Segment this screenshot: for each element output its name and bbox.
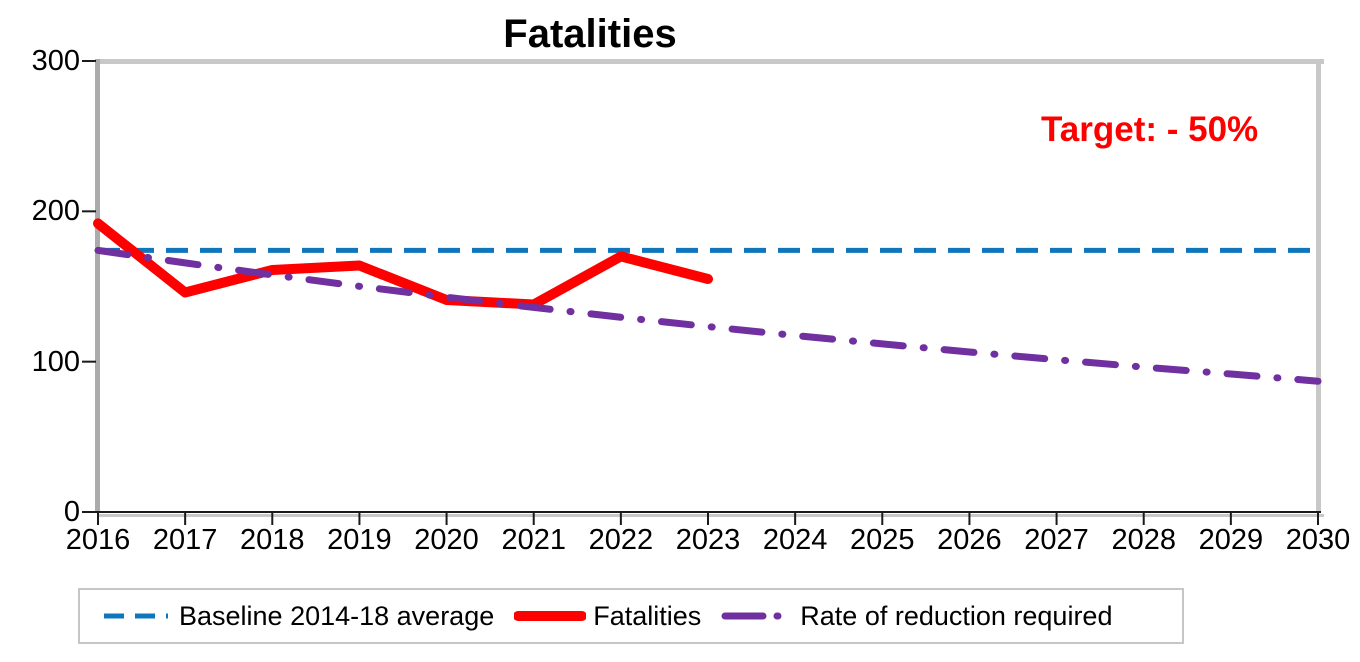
target-annotation: Target: - 50% <box>1041 110 1259 149</box>
fatalities-series-line <box>93 218 713 310</box>
x-axis-label: 2019 <box>327 524 392 556</box>
x-axis-label: 2022 <box>588 524 654 556</box>
x-axis-shadow <box>98 514 1324 517</box>
legend-item-baseline: Baseline 2014-18 average <box>100 601 494 632</box>
legend: Baseline 2014-18 average Fatalities Rate o… <box>78 588 1184 644</box>
legend-item-rate-of-reduction: Rate of reduction required <box>721 601 1112 632</box>
x-axis-label: 2026 <box>937 524 1002 556</box>
legend-label: Rate of reduction required <box>800 600 1113 631</box>
plot-border-right <box>1316 59 1321 512</box>
y-axis-label: 0 <box>63 496 80 528</box>
rate-of-reduction-series-line <box>94 246 1322 385</box>
x-axis-label: 2016 <box>65 524 131 556</box>
x-axis-label: 2018 <box>240 524 305 556</box>
x-axis-label: 2028 <box>1111 524 1176 556</box>
y-axis-label: 300 <box>31 45 80 77</box>
y-axis-label: 100 <box>31 345 80 378</box>
legend-swatch-baseline <box>104 613 168 619</box>
legend-label: Fatalities <box>593 600 702 631</box>
plot-border-top <box>95 59 1324 64</box>
legend-item-fatalities: Fatalities <box>514 601 701 632</box>
chart-title: Fatalities <box>503 12 677 56</box>
legend-swatch-rate-of-reduction <box>721 612 793 620</box>
y-axis-line <box>95 59 100 512</box>
x-axis-label: 2017 <box>152 524 218 556</box>
x-axis-label: 2027 <box>1024 524 1089 556</box>
x-axis-label: 2021 <box>501 524 566 556</box>
x-axis-label: 2020 <box>414 524 479 556</box>
x-axis-label: 2025 <box>850 524 915 556</box>
x-axis-label: 2024 <box>762 524 828 556</box>
y-axis-label: 200 <box>31 195 80 228</box>
legend-swatch-fatalities <box>514 611 587 621</box>
x-axis-label: 2030 <box>1285 524 1351 556</box>
legend-label: Baseline 2014-18 average <box>179 600 495 631</box>
x-axis-label: 2029 <box>1198 524 1264 556</box>
x-axis-label: 2023 <box>675 524 741 556</box>
